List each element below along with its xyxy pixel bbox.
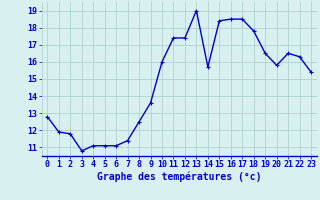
X-axis label: Graphe des températures (°c): Graphe des températures (°c) (97, 172, 261, 182)
